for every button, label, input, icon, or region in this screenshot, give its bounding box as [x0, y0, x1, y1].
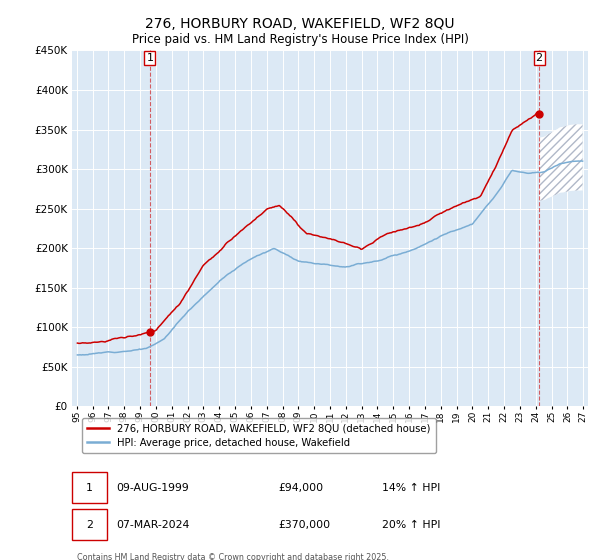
- Text: 1: 1: [86, 483, 93, 493]
- Text: Contains HM Land Registry data © Crown copyright and database right 2025.
This d: Contains HM Land Registry data © Crown c…: [77, 553, 389, 560]
- Text: Price paid vs. HM Land Registry's House Price Index (HPI): Price paid vs. HM Land Registry's House …: [131, 33, 469, 46]
- Legend: 276, HORBURY ROAD, WAKEFIELD, WF2 8QU (detached house), HPI: Average price, deta: 276, HORBURY ROAD, WAKEFIELD, WF2 8QU (d…: [82, 418, 436, 453]
- Text: 20% ↑ HPI: 20% ↑ HPI: [382, 520, 440, 530]
- Text: 14% ↑ HPI: 14% ↑ HPI: [382, 483, 440, 493]
- Text: 1: 1: [146, 53, 154, 63]
- Text: £94,000: £94,000: [278, 483, 323, 493]
- Text: 2: 2: [536, 53, 542, 63]
- Text: 2: 2: [86, 520, 93, 530]
- Text: 07-MAR-2024: 07-MAR-2024: [116, 520, 189, 530]
- Text: 276, HORBURY ROAD, WAKEFIELD, WF2 8QU: 276, HORBURY ROAD, WAKEFIELD, WF2 8QU: [145, 17, 455, 31]
- FancyBboxPatch shape: [72, 509, 107, 540]
- FancyBboxPatch shape: [72, 472, 107, 503]
- Text: 09-AUG-1999: 09-AUG-1999: [116, 483, 188, 493]
- Text: £370,000: £370,000: [278, 520, 331, 530]
